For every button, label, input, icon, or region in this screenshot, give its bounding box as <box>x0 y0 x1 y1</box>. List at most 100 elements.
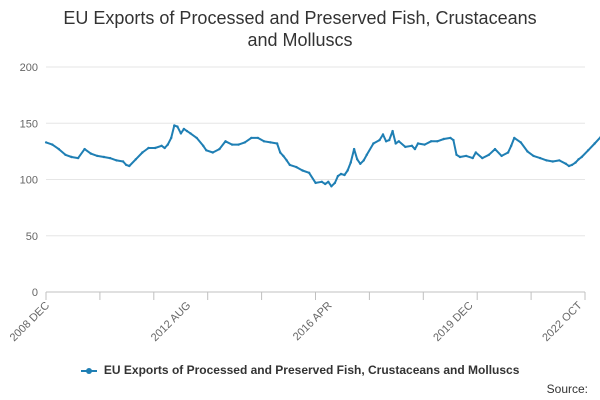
data-point[interactable] <box>51 143 54 146</box>
data-point[interactable] <box>237 143 240 146</box>
data-point[interactable] <box>365 153 368 156</box>
data-point[interactable] <box>324 182 327 186</box>
data-point[interactable] <box>202 144 205 147</box>
data-point[interactable] <box>587 149 590 152</box>
data-point[interactable] <box>224 140 227 143</box>
data-point[interactable] <box>83 147 86 151</box>
data-point[interactable] <box>243 141 246 144</box>
data-point[interactable] <box>327 180 330 183</box>
data-point[interactable] <box>359 162 362 165</box>
data-point[interactable] <box>593 142 596 145</box>
data-point[interactable] <box>173 124 176 127</box>
data-point[interactable] <box>330 185 333 188</box>
data-point[interactable] <box>96 154 99 158</box>
data-point[interactable] <box>397 140 400 143</box>
data-point[interactable] <box>339 172 343 176</box>
data-point[interactable] <box>532 154 535 158</box>
data-point[interactable] <box>102 155 106 159</box>
data-point[interactable] <box>577 158 580 161</box>
data-point[interactable] <box>211 151 214 154</box>
data-point[interactable] <box>269 141 272 144</box>
data-point[interactable] <box>574 161 577 164</box>
data-point[interactable] <box>362 159 365 162</box>
data-point[interactable] <box>352 147 356 151</box>
data-point[interactable] <box>410 144 414 147</box>
data-point[interactable] <box>282 154 285 158</box>
data-point[interactable] <box>487 153 491 156</box>
data-point[interactable] <box>182 127 186 131</box>
data-point[interactable] <box>134 158 137 161</box>
data-point[interactable] <box>493 147 497 151</box>
data-point[interactable] <box>141 151 144 154</box>
data-point[interactable] <box>285 159 288 162</box>
data-point[interactable] <box>70 155 73 159</box>
data-point[interactable] <box>500 154 503 158</box>
data-point[interactable] <box>195 136 198 140</box>
data-point[interactable] <box>89 152 93 155</box>
data-point[interactable] <box>121 160 125 163</box>
data-point[interactable] <box>108 156 112 160</box>
data-point[interactable] <box>160 144 163 147</box>
data-point[interactable] <box>153 146 157 150</box>
data-point[interactable] <box>279 151 282 154</box>
data-point[interactable] <box>391 129 394 133</box>
data-point[interactable] <box>452 138 455 142</box>
data-point[interactable] <box>551 160 554 163</box>
data-point[interactable] <box>567 164 571 168</box>
data-point[interactable] <box>458 155 462 159</box>
data-point[interactable] <box>205 149 208 152</box>
data-point[interactable] <box>57 147 60 151</box>
data-point[interactable] <box>580 155 583 159</box>
data-point[interactable] <box>115 159 118 162</box>
data-point[interactable] <box>275 142 279 145</box>
data-point[interactable] <box>384 140 388 143</box>
data-point[interactable] <box>538 156 542 160</box>
data-point[interactable] <box>442 137 445 141</box>
data-point[interactable] <box>176 125 179 128</box>
data-point[interactable] <box>314 181 317 185</box>
data-point[interactable] <box>185 129 189 133</box>
data-point[interactable] <box>64 153 67 156</box>
data-point[interactable] <box>381 133 385 136</box>
data-point[interactable] <box>170 136 173 140</box>
data-point[interactable] <box>166 143 169 146</box>
data-point[interactable] <box>307 171 311 174</box>
data-point[interactable] <box>147 146 150 150</box>
data-point[interactable] <box>163 146 166 150</box>
data-point[interactable] <box>429 140 433 143</box>
data-point[interactable] <box>423 143 426 146</box>
legend-label[interactable]: EU Exports of Processed and Preserved Fi… <box>103 363 520 377</box>
data-point[interactable] <box>526 150 529 153</box>
data-point[interactable] <box>346 169 349 172</box>
data-point[interactable] <box>481 156 484 160</box>
data-point[interactable] <box>179 132 183 135</box>
data-point[interactable] <box>388 138 391 142</box>
data-point[interactable] <box>413 147 417 151</box>
data-point[interactable] <box>320 180 323 183</box>
data-point[interactable] <box>128 164 131 168</box>
data-point[interactable] <box>44 141 48 144</box>
data-point[interactable] <box>378 138 381 142</box>
data-point[interactable] <box>288 163 291 167</box>
legend[interactable]: EU Exports of Processed and Preserved Fi… <box>0 363 600 377</box>
data-point[interactable] <box>262 140 266 143</box>
data-point[interactable] <box>295 165 298 169</box>
data-point[interactable] <box>455 153 458 156</box>
data-point[interactable] <box>301 169 304 172</box>
data-point[interactable] <box>558 159 561 162</box>
data-point[interactable] <box>465 154 468 158</box>
data-point[interactable] <box>570 163 574 167</box>
data-point[interactable] <box>333 181 337 185</box>
data-point[interactable] <box>372 142 375 145</box>
data-point[interactable] <box>436 140 439 143</box>
data-point[interactable] <box>230 143 234 146</box>
data-point[interactable] <box>545 159 548 162</box>
data-point[interactable] <box>189 132 192 135</box>
data-point[interactable] <box>564 162 568 165</box>
data-point[interactable] <box>125 163 128 167</box>
data-point[interactable] <box>506 151 510 154</box>
data-point[interactable] <box>404 145 407 149</box>
data-point[interactable] <box>250 136 253 140</box>
data-point[interactable] <box>416 142 420 145</box>
data-point[interactable] <box>513 136 516 140</box>
